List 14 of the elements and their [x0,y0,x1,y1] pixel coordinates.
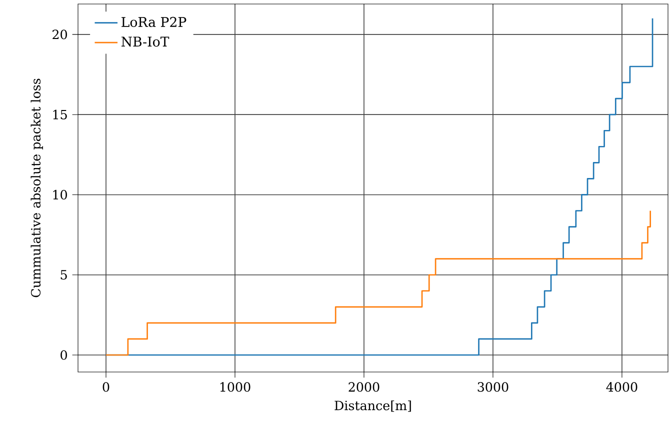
y-tick-label: 0 [60,350,67,360]
y-tick-label: 5 [60,270,67,280]
x-tick-label: 4000 [606,382,638,392]
x-tick-label: 1000 [220,382,250,392]
x-tick-label: 0 [102,382,110,392]
legend-label: LoRa P2P [122,16,186,28]
x-tick-label: 3000 [478,382,508,392]
y-axis-title: Cummulative absolute packet loss [30,78,43,298]
y-tick-label: 15 [53,110,67,120]
x-tick-label: 2000 [348,382,380,392]
legend-label: NB-IoT [121,36,170,47]
x-axis-title: Distance[m] [334,400,411,412]
y-tick-label: 10 [53,190,67,200]
y-tick-label: 20 [52,30,67,40]
